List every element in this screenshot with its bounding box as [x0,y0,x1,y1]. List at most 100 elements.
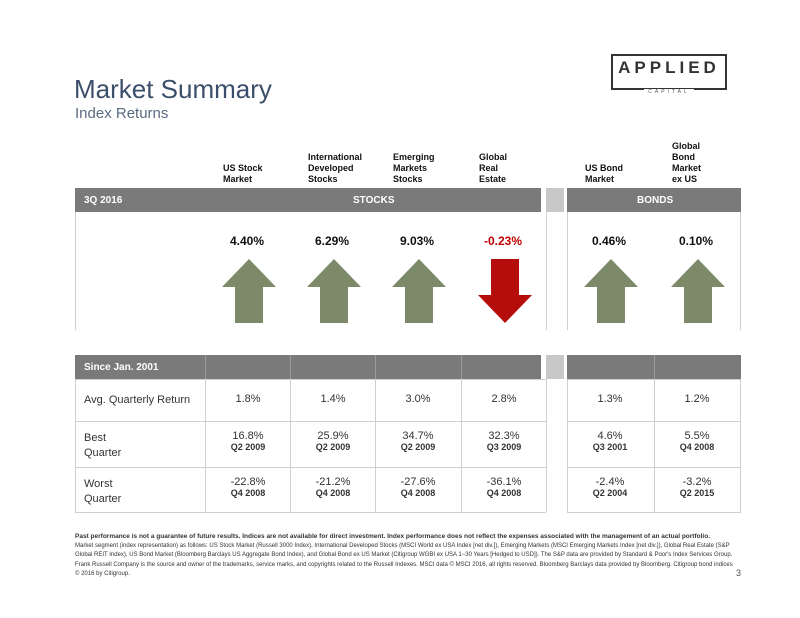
best-quarter-cell: 4.6% Q3 2001 [567,430,653,452]
footer: Past performance is not a guarantee of f… [75,532,735,580]
avg-return-cell: 1.4% [320,393,346,405]
worst-quarter-date: Q4 2008 [230,488,266,498]
return-value: -0.23% [483,234,523,248]
avg-return-cell: 2.8% [491,393,517,405]
column-divider [375,379,376,512]
worst-quarter-date: Q2 2004 [592,488,628,498]
band-bonds-label: BONDS [637,195,674,206]
return-value: 0.46% [591,234,627,248]
arrow-up-icon [392,259,446,323]
band-since-label: Since Jan. 2001 [84,362,159,373]
footer-text: Market segment (index representation) as… [75,542,733,578]
divider [546,212,547,330]
best-quarter-date: Q2 2009 [400,442,436,452]
footer-disclaimer: Past performance is not a guarantee of f… [75,533,710,540]
band-column-divider [375,355,376,379]
divider [567,212,568,330]
column-header: Global Bond Market ex US [672,141,702,184]
arrow-up-icon [222,259,276,323]
row-divider [75,467,546,468]
band-3q-2016: 3Q 2016 STOCKS [75,188,541,212]
row-label-avg: Avg. Quarterly Return [84,394,191,406]
band-separator [546,188,564,212]
best-quarter-value: 25.9% [317,430,349,442]
worst-quarter-value: -2.4% [595,476,625,488]
best-quarter-cell: 16.8% Q2 2009 [205,430,291,452]
divider [75,212,76,330]
best-quarter-value: 32.3% [488,430,520,442]
best-quarter-cell: 34.7% Q2 2009 [375,430,461,452]
row-divider [75,421,546,422]
worst-quarter-value: -27.6% [400,476,436,488]
column-header: Global Real Estate [479,152,508,184]
column-divider [75,379,76,512]
column-divider [740,379,741,512]
arrow-up-icon [584,259,638,323]
worst-quarter-cell: -3.2% Q2 2015 [654,476,740,498]
band-period-label: 3Q 2016 [84,195,123,206]
column-header: US Stock Market [223,163,263,184]
avg-return-cell: 1.8% [235,393,261,405]
worst-quarter-cell: -27.6% Q4 2008 [375,476,461,498]
best-quarter-cell: 25.9% Q2 2009 [290,430,376,452]
band-column-divider [461,355,462,379]
best-quarter-date: Q2 2009 [315,442,351,452]
arrow-up-icon [671,259,725,323]
page-title: Market Summary [74,74,272,104]
arrow-down-icon [478,259,532,323]
column-divider [546,379,547,512]
worst-quarter-date: Q4 2008 [315,488,351,498]
divider [740,212,741,330]
row-label-worst: Worst Quarter [84,478,122,505]
worst-quarter-cell: -2.4% Q2 2004 [567,476,653,498]
band-column-divider [654,355,655,379]
row-divider [75,379,546,380]
column-header: International Developed Stocks [308,152,363,184]
return-value: 9.03% [399,234,435,248]
band-separator [546,355,564,379]
column-divider [290,379,291,512]
company-logo: APPLIED CAPITAL [611,54,727,95]
worst-quarter-date: Q2 2015 [679,488,715,498]
avg-return-cell: 1.3% [597,393,623,405]
column-divider [567,379,568,512]
best-quarter-value: 5.5% [684,430,710,442]
column-header: Emerging Markets Stocks [393,152,435,184]
band-column-divider [205,355,206,379]
worst-quarter-value: -21.2% [315,476,351,488]
band-stocks-label: STOCKS [353,195,395,206]
band-column-divider [290,355,291,379]
best-quarter-value: 34.7% [402,430,434,442]
best-quarter-date: Q3 2001 [592,442,628,452]
avg-return-cell: 1.2% [684,393,710,405]
worst-quarter-cell: -36.1% Q4 2008 [461,476,547,498]
column-divider [654,379,655,512]
logo-subtext: CAPITAL [644,89,694,95]
worst-quarter-cell: -21.2% Q4 2008 [290,476,376,498]
worst-quarter-cell: -22.8% Q4 2008 [205,476,291,498]
page-subtitle: Index Returns [75,105,169,122]
best-quarter-value: 4.6% [597,430,623,442]
worst-quarter-value: -3.2% [682,476,712,488]
return-value: 6.29% [314,234,350,248]
row-label-best: Best Quarter [84,432,122,459]
page-number: 3 [736,568,742,578]
arrow-up-icon [307,259,361,323]
best-quarter-cell: 32.3% Q3 2009 [461,430,547,452]
worst-quarter-date: Q4 2008 [400,488,436,498]
column-header: US Bond Market [585,163,623,184]
best-quarter-date: Q4 2008 [679,442,715,452]
logo-text: APPLIED [618,58,720,77]
avg-return-cell: 3.0% [405,393,431,405]
best-quarter-value: 16.8% [232,430,264,442]
return-value: 0.10% [678,234,714,248]
band-since-2001: Since Jan. 2001 [75,355,541,379]
worst-quarter-date: Q4 2008 [486,488,522,498]
column-divider [205,379,206,512]
column-divider [461,379,462,512]
worst-quarter-value: -22.8% [230,476,266,488]
best-quarter-date: Q2 2009 [230,442,266,452]
band-bonds: BONDS [567,188,741,212]
worst-quarter-value: -36.1% [486,476,522,488]
row-divider [567,512,741,513]
